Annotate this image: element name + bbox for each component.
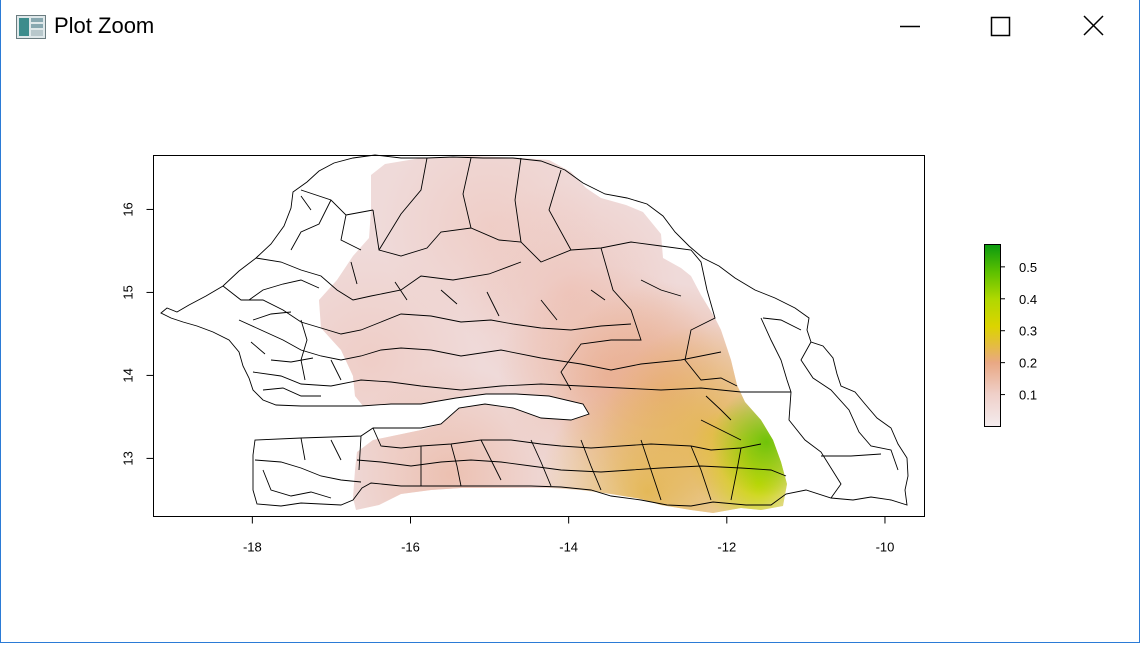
y-tick-label: 13 — [120, 451, 135, 465]
x-tick-label: -14 — [559, 540, 578, 555]
legend-tick-label: 0.5 — [1019, 260, 1037, 275]
close-button[interactable] — [1047, 0, 1139, 52]
x-tick-label: -18 — [243, 540, 262, 555]
color-legend: 0.1 0.2 0.3 0.4 0.5 — [984, 244, 1037, 427]
plot-app-icon — [16, 15, 46, 39]
y-tick-label: 16 — [120, 202, 135, 216]
minimize-button[interactable] — [863, 0, 955, 52]
raster-map-plot: -18 -16 -14 -12 -10 13 14 15 16 0.1 0.2 0.3 0.4 0.5 — [120, 154, 1037, 555]
y-axis: 13 14 15 16 — [120, 202, 154, 466]
x-tick-label: -16 — [401, 540, 420, 555]
x-tick-label: -12 — [717, 540, 736, 555]
legend-tick-label: 0.3 — [1019, 324, 1037, 339]
y-tick-label: 14 — [120, 368, 135, 382]
legend-tick-label: 0.4 — [1019, 292, 1037, 307]
close-icon — [1083, 15, 1104, 36]
maximize-button[interactable] — [955, 0, 1047, 52]
legend-tick-label: 0.2 — [1019, 356, 1037, 371]
minimize-icon — [900, 25, 920, 28]
admin-boundaries — [160, 154, 909, 507]
legend-tick-label: 0.1 — [1019, 388, 1037, 403]
x-tick-label: -10 — [876, 540, 895, 555]
legend-color-bar — [984, 244, 1001, 427]
y-tick-label: 15 — [120, 285, 135, 299]
raster-value-blob — [537, 381, 758, 513]
maximize-icon — [990, 16, 1011, 37]
title-bar[interactable]: Plot Zoom — [1, 0, 1139, 52]
x-axis: -18 -16 -14 -12 -10 — [243, 516, 895, 555]
plot-area: -18 -16 -14 -12 -10 13 14 15 16 0.1 0.2 0.3 0.4 0.5 — [1, 52, 1139, 642]
window-title: Plot Zoom — [54, 13, 155, 38]
